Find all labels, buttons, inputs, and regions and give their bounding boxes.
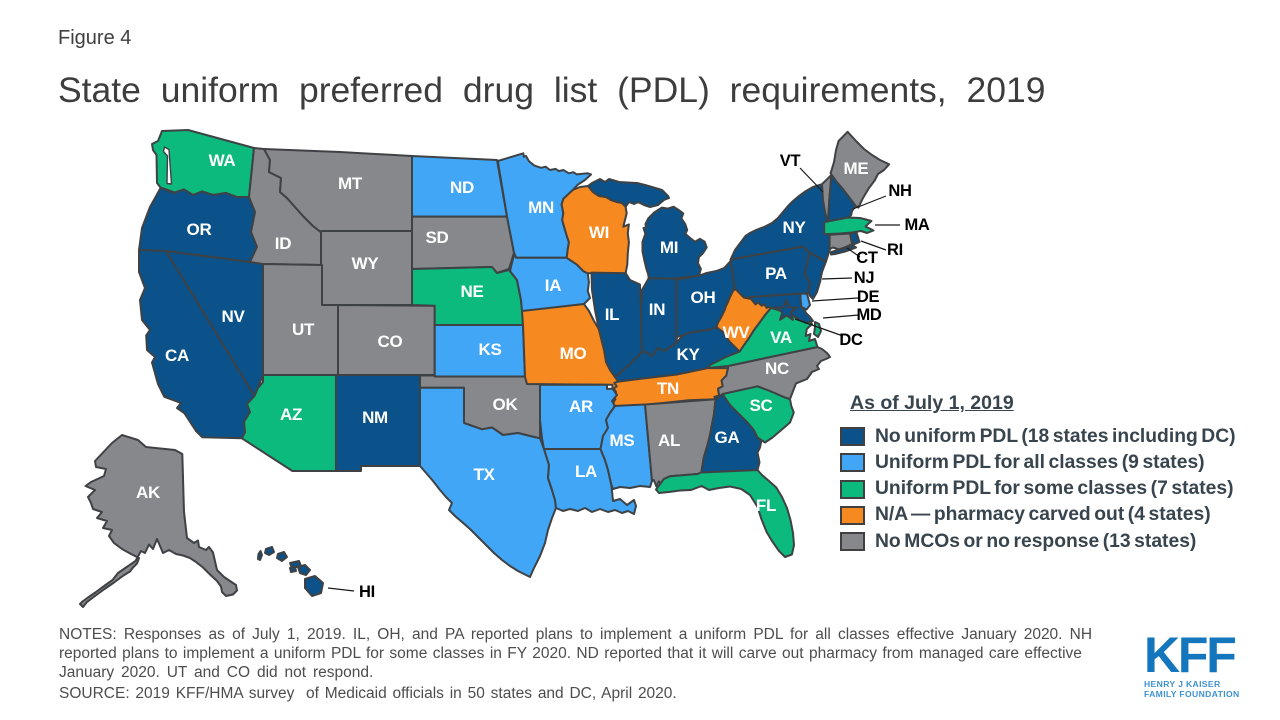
svg-text:AL: AL (658, 431, 680, 450)
svg-text:OH: OH (691, 288, 716, 307)
svg-text:MO: MO (560, 344, 587, 363)
svg-text:UT: UT (292, 320, 315, 339)
svg-text:PA: PA (765, 264, 787, 283)
svg-text:WA: WA (209, 151, 236, 170)
svg-text:NH: NH (888, 182, 911, 200)
svg-text:AZ: AZ (280, 405, 302, 424)
svg-text:NM: NM (362, 408, 388, 427)
svg-text:LA: LA (575, 462, 597, 481)
svg-text:WY: WY (352, 254, 380, 273)
svg-text:MA: MA (904, 216, 929, 234)
svg-text:ME: ME (844, 159, 869, 178)
svg-text:VA: VA (770, 328, 792, 347)
svg-text:IA: IA (545, 276, 561, 295)
svg-text:CO: CO (378, 332, 403, 351)
svg-text:RI: RI (887, 241, 903, 259)
svg-text:SD: SD (425, 228, 448, 247)
svg-text:KS: KS (478, 340, 501, 359)
svg-text:NY: NY (782, 218, 806, 237)
svg-text:WI: WI (589, 223, 609, 242)
svg-text:CT: CT (856, 249, 878, 267)
svg-text:MN: MN (528, 198, 554, 217)
svg-text:CA: CA (165, 346, 189, 365)
svg-text:KY: KY (676, 345, 700, 364)
svg-text:GA: GA (715, 428, 740, 447)
svg-text:WV: WV (723, 323, 751, 342)
svg-text:SC: SC (749, 396, 772, 415)
svg-text:MI: MI (660, 238, 678, 257)
svg-text:ID: ID (275, 234, 291, 253)
svg-text:IL: IL (605, 305, 620, 324)
svg-text:VT: VT (780, 152, 801, 170)
svg-text:NE: NE (460, 282, 483, 301)
svg-text:MS: MS (610, 431, 635, 450)
svg-text:MT: MT (338, 174, 363, 193)
svg-text:AR: AR (569, 397, 593, 416)
svg-text:NC: NC (765, 359, 789, 378)
svg-text:NJ: NJ (854, 269, 875, 287)
svg-text:OK: OK (493, 395, 519, 414)
svg-text:ND: ND (450, 178, 474, 197)
svg-text:NV: NV (221, 307, 245, 326)
svg-text:FL: FL (756, 496, 776, 515)
svg-text:DE: DE (857, 288, 880, 306)
svg-text:AK: AK (136, 483, 161, 502)
svg-text:HI: HI (359, 583, 375, 601)
svg-text:MD: MD (856, 306, 881, 324)
svg-text:IN: IN (649, 300, 665, 319)
svg-text:TN: TN (657, 379, 679, 398)
svg-text:DC: DC (839, 331, 863, 349)
svg-text:OR: OR (187, 220, 212, 239)
svg-text:TX: TX (473, 465, 495, 484)
